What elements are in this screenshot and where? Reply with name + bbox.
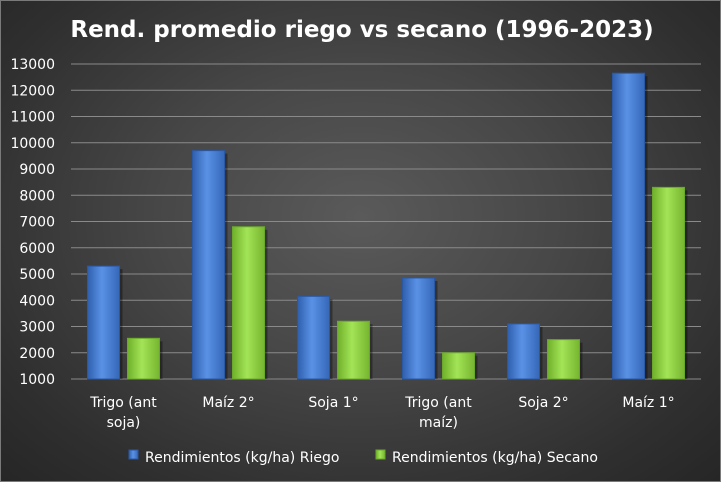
- y-tick-label: 2000: [19, 346, 55, 362]
- y-tick-label: 7000: [19, 215, 55, 231]
- legend: Rendimientos (kg/ha) Riego Rendimientos (…: [128, 449, 598, 466]
- y-tick-label: 5000: [19, 267, 55, 283]
- y-tick-label: 8000: [19, 188, 55, 204]
- y-tick-label: 11000: [10, 110, 55, 126]
- bar-riego-5: [507, 323, 540, 380]
- y-tick-label: 10000: [10, 136, 55, 152]
- y-tick-label: 4000: [19, 293, 55, 309]
- chart-title: Rend. promedio riego vs secano (1996-202…: [70, 17, 653, 43]
- y-tick-label: 12000: [10, 83, 55, 99]
- x-axis-labels: Trigo (ant soja) Maíz 2° Soja 1° Trigo (ant m…: [89, 395, 674, 431]
- bar-secano-3: [337, 320, 370, 380]
- x-category-label: Trigo (ant: [89, 395, 157, 411]
- legend-label-riego: Rendimientos (kg/ha) Riego: [145, 450, 339, 466]
- bar-secano-5: [547, 339, 580, 380]
- x-category-label: Trigo (ant: [404, 395, 472, 411]
- x-category-label: Maíz 2°: [202, 395, 254, 411]
- bar-riego-3: [297, 295, 330, 380]
- y-tick-label: 9000: [19, 162, 55, 178]
- x-category-label: Maíz 1°: [622, 395, 674, 411]
- x-category-label: soja): [107, 415, 141, 431]
- bar-secano-6: [652, 186, 685, 380]
- bar-riego-4: [402, 277, 435, 380]
- bar-riego-1: [87, 265, 120, 380]
- y-tick-label: 1000: [19, 372, 55, 388]
- bar-secano-2: [232, 226, 265, 380]
- bars: [87, 72, 688, 380]
- x-category-label: Soja 1°: [308, 395, 358, 411]
- legend-swatch-riego: [128, 449, 139, 460]
- x-category-label: maíz): [419, 415, 458, 431]
- bar-riego-2: [192, 150, 225, 380]
- gridlines: [71, 63, 701, 380]
- legend-swatch-secano: [375, 449, 386, 460]
- y-tick-label: 13000: [10, 57, 55, 73]
- x-category-label: Soja 2°: [518, 395, 568, 411]
- y-tick-label: 3000: [19, 320, 55, 336]
- bar-secano-4: [442, 352, 475, 380]
- legend-label-secano: Rendimientos (kg/ha) Secano: [392, 450, 598, 466]
- bar-secano-1: [127, 337, 160, 380]
- y-axis-ticks: 1000 2000 3000 4000 5000 6000 7000 8000 9000 1000…: [10, 57, 55, 388]
- bar-riego-6: [612, 72, 645, 380]
- y-tick-label: 6000: [19, 241, 55, 257]
